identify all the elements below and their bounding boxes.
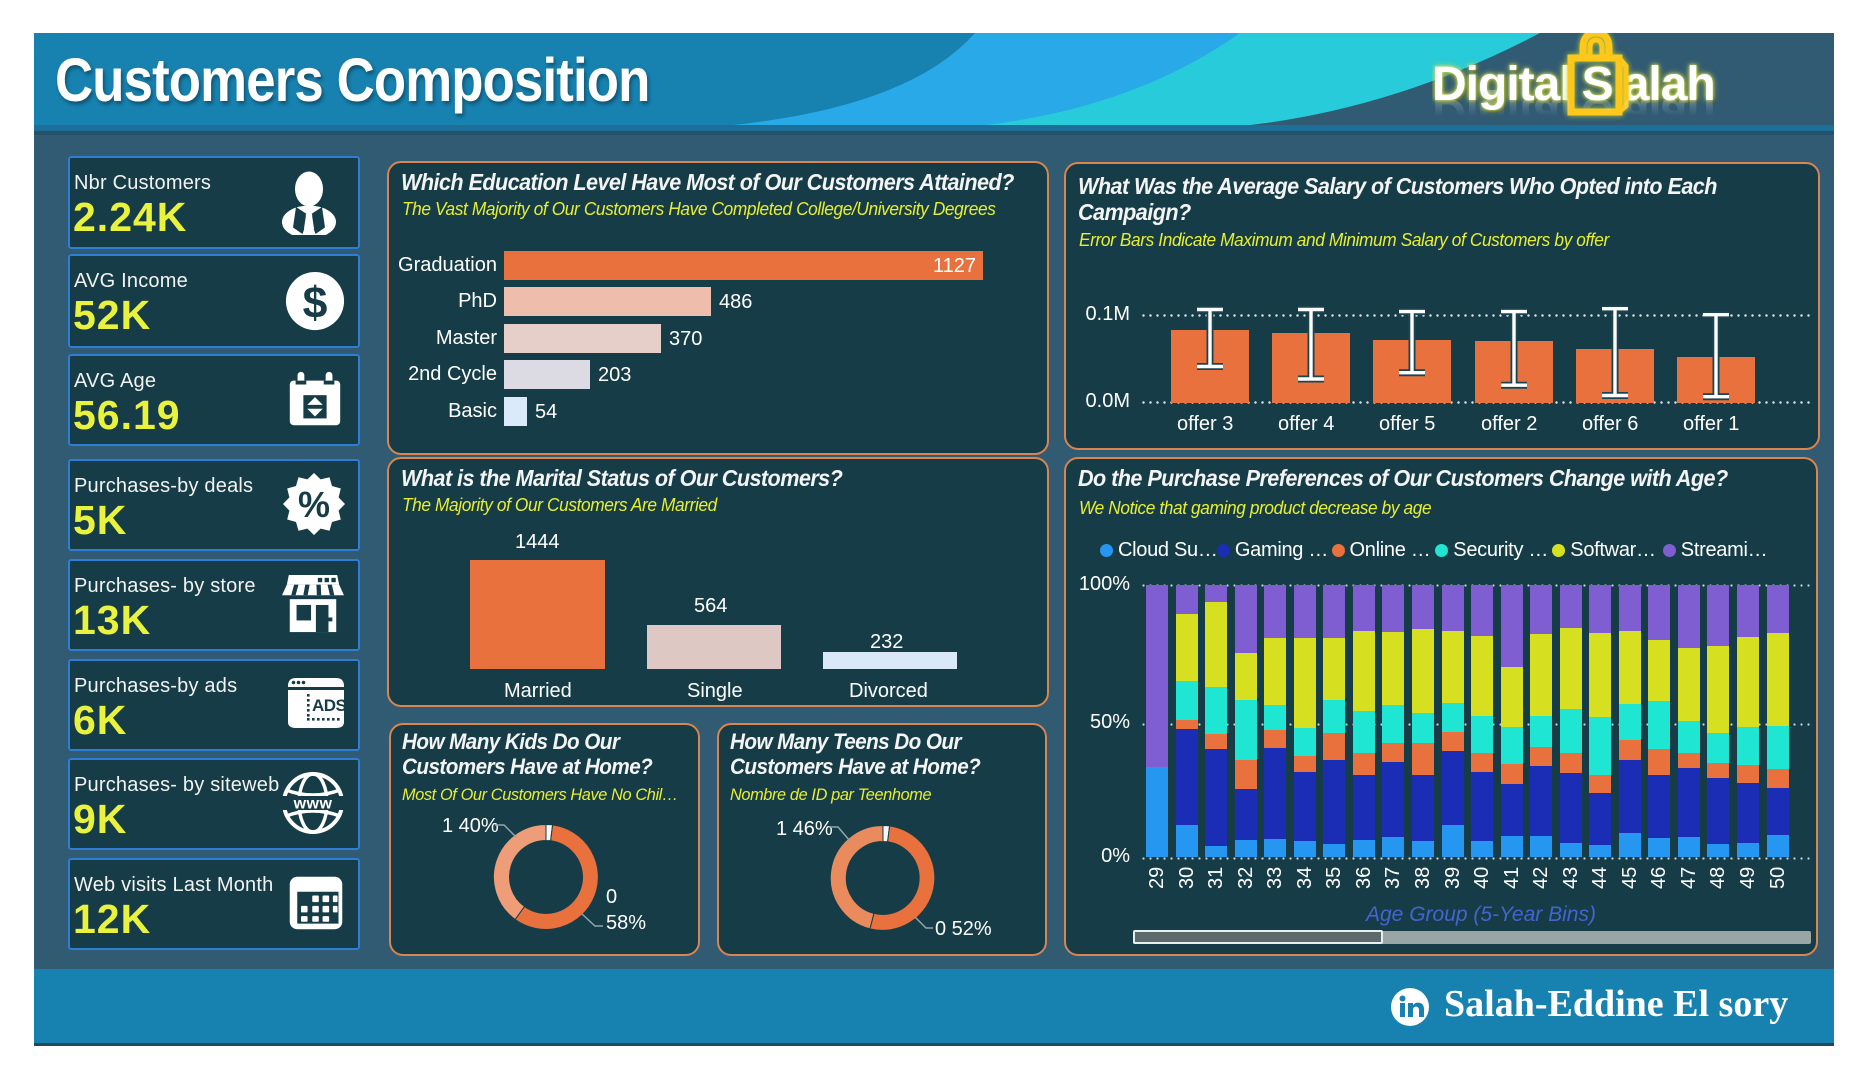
svg-text:%: %	[298, 484, 330, 525]
svg-text:$: $	[303, 278, 328, 327]
svg-text:ADS: ADS	[312, 696, 346, 715]
svg-text:www: www	[293, 796, 333, 813]
